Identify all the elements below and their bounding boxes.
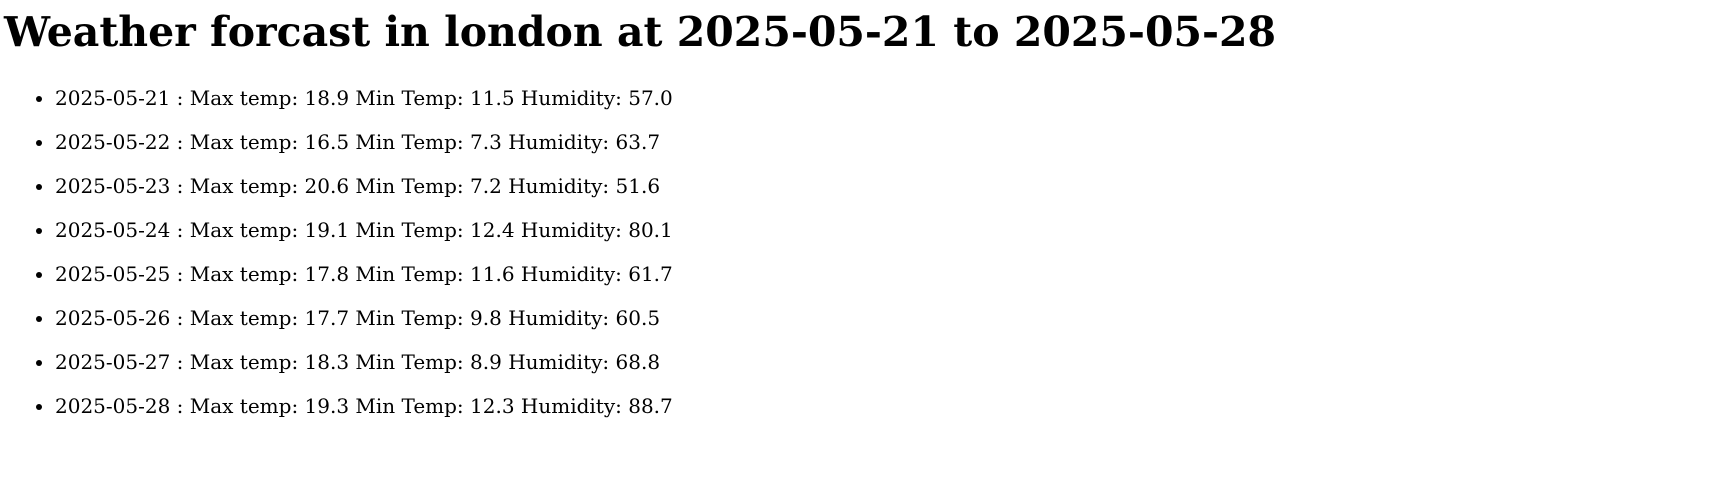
forecast-item: 2025-05-21 : Max temp: 18.9 Min Temp: 11… bbox=[55, 76, 673, 120]
forecast-item: 2025-05-22 : Max temp: 16.5 Min Temp: 7.… bbox=[55, 120, 673, 164]
forecast-item: 2025-05-27 : Max temp: 18.3 Min Temp: 8.… bbox=[55, 340, 673, 384]
forecast-item: 2025-05-24 : Max temp: 19.1 Min Temp: 12… bbox=[55, 208, 673, 252]
forecast-item: 2025-05-26 : Max temp: 17.7 Min Temp: 9.… bbox=[55, 296, 673, 340]
forecast-list: 2025-05-21 : Max temp: 18.9 Min Temp: 11… bbox=[0, 76, 673, 428]
forecast-item: 2025-05-23 : Max temp: 20.6 Min Temp: 7.… bbox=[55, 164, 673, 208]
page-title: Weather forcast in london at 2025-05-21 … bbox=[4, 8, 1277, 56]
forecast-item: 2025-05-28 : Max temp: 19.3 Min Temp: 12… bbox=[55, 384, 673, 428]
forecast-item: 2025-05-25 : Max temp: 17.8 Min Temp: 11… bbox=[55, 252, 673, 296]
